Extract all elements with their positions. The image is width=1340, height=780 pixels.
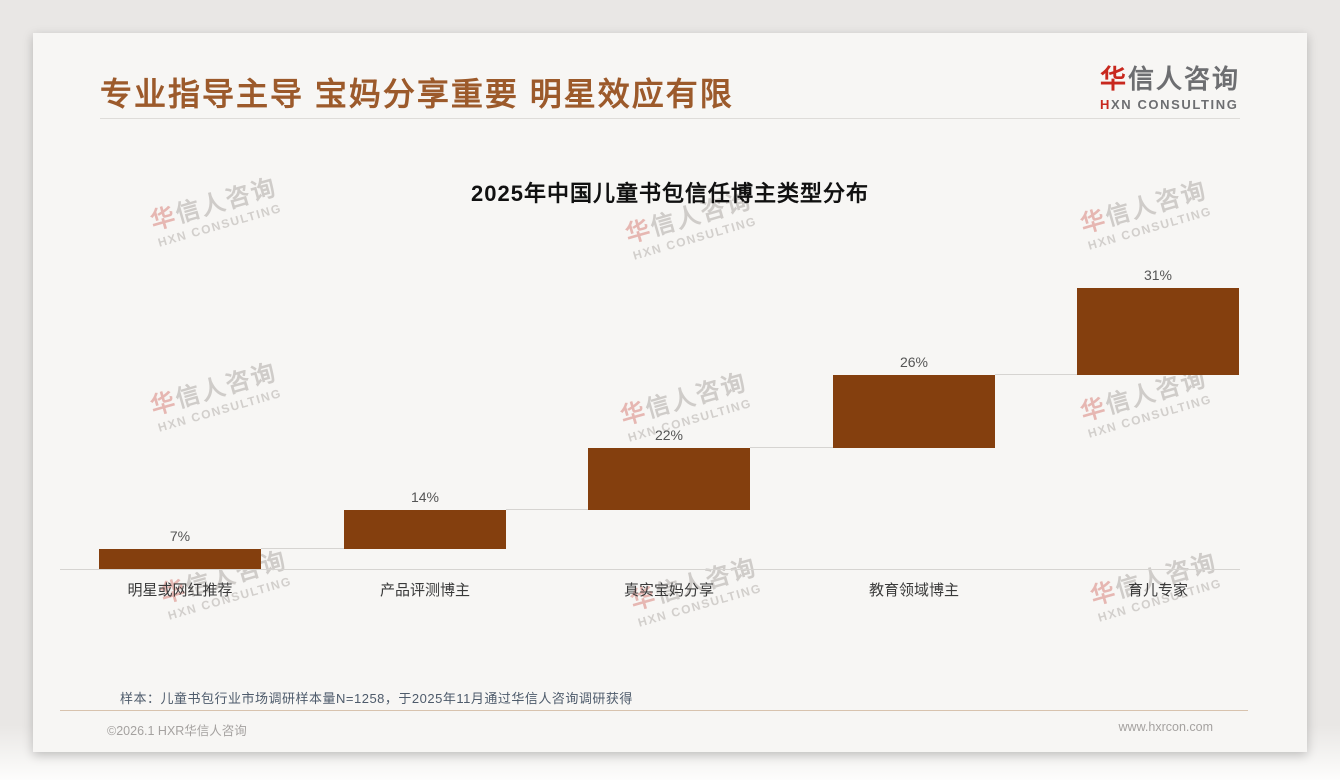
waterfall-bar bbox=[99, 549, 261, 569]
waterfall-chart: 7% 14% 22% 26% 31% bbox=[60, 267, 1240, 570]
waterfall-bar bbox=[1077, 288, 1239, 376]
x-axis-category: 真实宝妈分享 bbox=[623, 582, 714, 599]
copyright-text: ©2026.1 HXR华信人咨询 bbox=[107, 724, 247, 738]
x-axis-category: 教育领域博主 bbox=[868, 582, 959, 599]
logo-en-text: HXN CONSULTING bbox=[1099, 97, 1239, 112]
waterfall-bar bbox=[344, 510, 506, 550]
sample-note: 样本：儿童书包行业市场调研样本量N=1258，于2025年11月通过华信人咨询调… bbox=[120, 691, 633, 706]
waterfall-bar bbox=[588, 448, 750, 510]
page-title: 专业指导主导 宝妈分享重要 明星效应有限 bbox=[100, 76, 734, 112]
company-logo: 华信人咨询 HXN CONSULTING bbox=[1100, 59, 1240, 112]
bar-value-label: 22% bbox=[654, 427, 684, 444]
waterfall-connector bbox=[506, 509, 588, 510]
waterfall-connector bbox=[995, 374, 1077, 376]
x-axis-category: 明星或网红推荐 bbox=[127, 582, 233, 599]
x-axis-category: 产品评测博主 bbox=[379, 582, 470, 599]
waterfall-connector bbox=[261, 548, 344, 550]
waterfall-connector bbox=[750, 447, 833, 449]
logo-cn-text: 华信人咨询 bbox=[1099, 64, 1240, 94]
x-axis-labels: 明星或网红推荐 产品评测博主 真实宝妈分享 教育领域博主 育儿专家 bbox=[60, 579, 1240, 601]
bar-value-label: 7% bbox=[169, 528, 191, 545]
report-card: 华信人咨询 HXN CONSULTING 华信人咨询 HXN CONSULTING 华信… bbox=[33, 33, 1307, 752]
x-axis-category: 育儿专家 bbox=[1127, 582, 1188, 599]
website-url: www.hxrcon.com bbox=[1118, 720, 1213, 734]
chart-title: 2025年中国儿童书包信任博主类型分布 bbox=[471, 181, 869, 206]
bar-value-label: 31% bbox=[1143, 267, 1173, 283]
waterfall-bar bbox=[833, 375, 995, 449]
footer-divider bbox=[60, 710, 1248, 711]
bar-value-label: 26% bbox=[899, 354, 929, 371]
header-divider bbox=[100, 118, 1240, 119]
bar-value-label: 14% bbox=[410, 489, 440, 505]
